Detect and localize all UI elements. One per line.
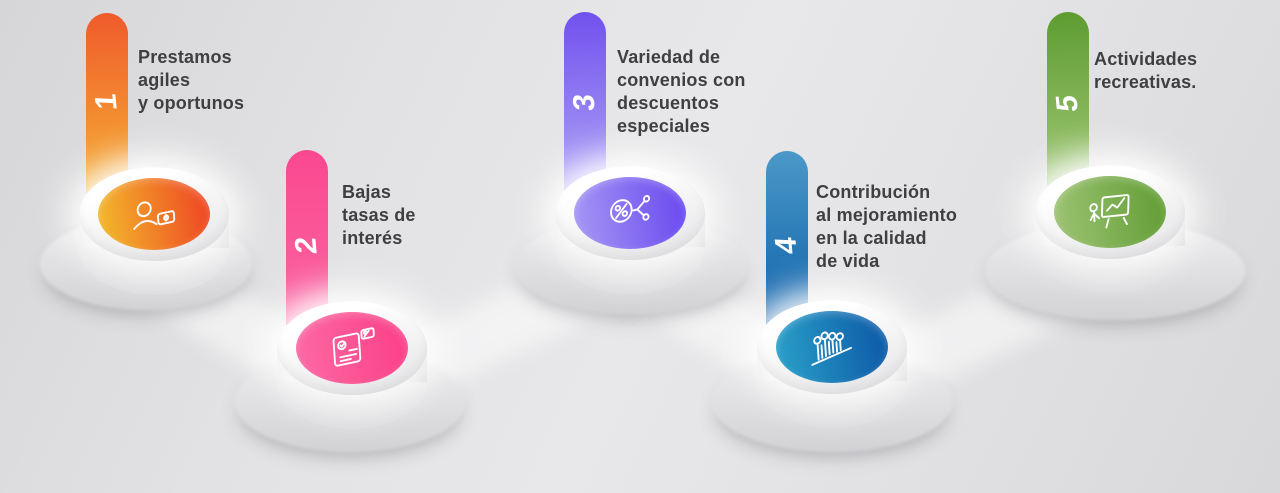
- pedestal-color-disc: [776, 311, 888, 383]
- pedestal: [1035, 165, 1185, 293]
- label-line: al mejoramiento: [816, 205, 958, 225]
- label-line: en la calidad: [816, 228, 927, 248]
- step-number: 2: [289, 237, 324, 255]
- label-line: Actividades: [1094, 49, 1198, 69]
- document-percent-icon: [332, 327, 375, 367]
- step-label: Variedad de convenios con descuentos esp…: [617, 46, 746, 138]
- pedestal-color-disc: [574, 177, 686, 249]
- pedestal-color-disc: [296, 312, 408, 384]
- label-line: tasas de: [342, 205, 416, 225]
- label-line: y oportunos: [138, 93, 245, 113]
- pedestal: [79, 167, 229, 295]
- people-group-icon: [811, 331, 852, 366]
- pedestal: [757, 300, 907, 428]
- label-line: interés: [342, 228, 403, 248]
- step-label: Actividades recreativas.: [1094, 48, 1197, 94]
- discount-network-icon: [610, 195, 651, 223]
- pedestal: [555, 166, 705, 294]
- label-line: convenios con: [617, 70, 746, 90]
- step-number: 4: [769, 237, 804, 255]
- step-number: 3: [567, 94, 602, 112]
- label-line: recreativas.: [1094, 72, 1197, 92]
- pedestal-color-disc: [98, 178, 210, 250]
- step-number: 1: [89, 93, 124, 111]
- person-coin-icon: [133, 201, 176, 230]
- step-label: Bajas tasas de interés: [342, 181, 416, 250]
- activity-board-icon: [1089, 194, 1130, 229]
- label-line: agiles: [138, 70, 191, 90]
- pedestal: [277, 301, 427, 429]
- label-line: descuentos: [617, 93, 720, 113]
- label-line: Variedad de: [617, 47, 721, 67]
- label-line: Bajas: [342, 182, 392, 202]
- label-line: Contribución: [816, 182, 931, 202]
- label-line: de vida: [816, 251, 880, 271]
- label-line: Prestamos: [138, 47, 232, 67]
- step-label: Prestamos agiles y oportunos: [138, 46, 244, 115]
- step-number: 5: [1050, 95, 1085, 114]
- label-line: especiales: [617, 116, 711, 136]
- step-label: Contribución al mejoramiento en la calid…: [816, 181, 957, 273]
- pedestal-color-disc: [1054, 176, 1166, 248]
